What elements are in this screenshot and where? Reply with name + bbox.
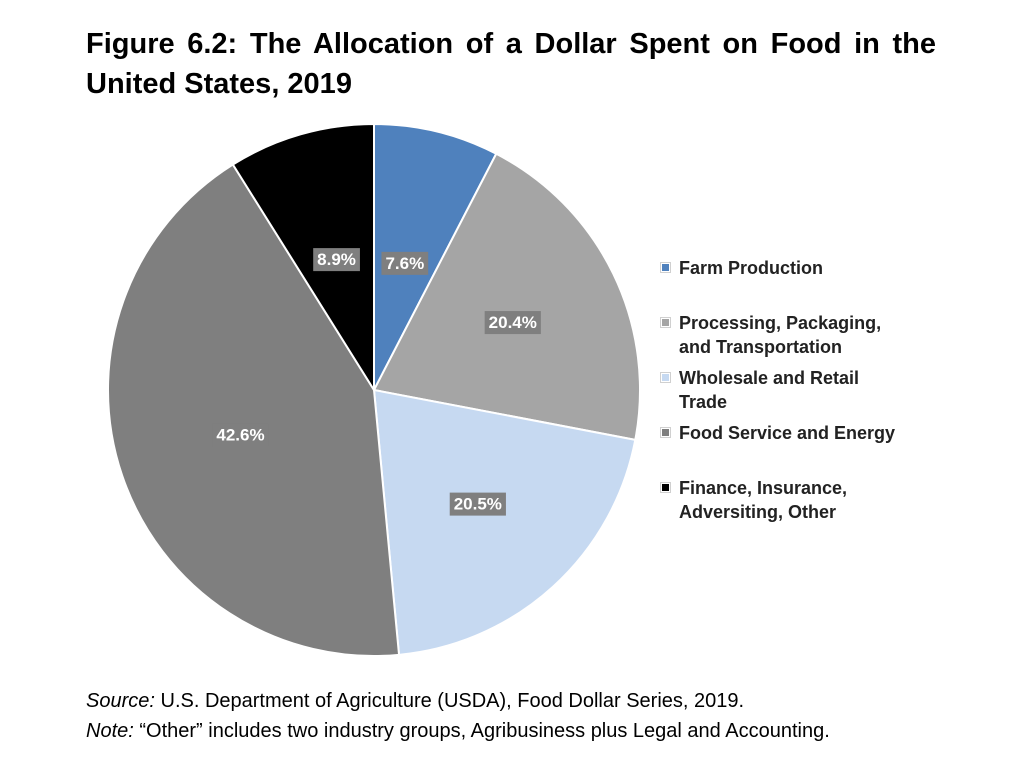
note-label: Note: bbox=[86, 720, 134, 742]
pie-slice-finance-other bbox=[231, 122, 375, 394]
pie-value-label-box bbox=[484, 311, 541, 335]
source-text: U.S. Department of Agriculture (USDA), F… bbox=[154, 690, 745, 712]
pie-value-label-box bbox=[449, 492, 506, 516]
pie-slice-wholesale-retail bbox=[372, 388, 637, 656]
legend-swatch-processing bbox=[660, 317, 671, 328]
legend-label-food-service: Food Service and Energy bbox=[679, 421, 959, 445]
legend-swatch-finance-other bbox=[660, 482, 671, 493]
pie-slice-farm-production bbox=[373, 122, 498, 391]
legend-swatch-wholesale-retail bbox=[660, 372, 671, 383]
pie-value-labels: 7.6% 20.4% 20.5% 42.6% 8.9% bbox=[212, 248, 541, 516]
pie-value-label: 42.6% bbox=[216, 426, 264, 445]
pie-value-label: 20.5% bbox=[454, 495, 502, 514]
figure-footer: Source: U.S. Department of Agriculture (… bbox=[86, 686, 986, 746]
legend-label-finance-other: Finance, Insurance, Adversiting, Other bbox=[679, 476, 959, 524]
pie-label-farm-production: 7.6% bbox=[381, 251, 429, 275]
legend-label-line: Finance, Insurance, bbox=[679, 478, 848, 498]
note-text: “Other” includes two industry groups, Ag… bbox=[133, 720, 830, 742]
legend-swatch-food-service bbox=[660, 427, 671, 438]
legend-label-processing: Processing, Packaging, and Transportatio… bbox=[679, 311, 959, 359]
source-label: Source: bbox=[86, 690, 155, 712]
legend-label-line: and Transportation bbox=[679, 337, 843, 357]
note-line: Note: “Other” includes two industry grou… bbox=[86, 716, 986, 746]
pie-slice-processing bbox=[372, 152, 641, 442]
pie-value-label-box bbox=[381, 251, 429, 275]
pie-value-label-box bbox=[212, 423, 269, 447]
legend-label-line: Adversiting, Other bbox=[679, 502, 837, 522]
pie-label-food-service: 42.6% bbox=[212, 423, 269, 447]
pie-label-processing: 20.4% bbox=[484, 311, 541, 335]
pie-slices bbox=[107, 122, 641, 657]
pie-value-label-box bbox=[313, 248, 360, 272]
pie-label-finance-other: 8.9% bbox=[313, 248, 360, 272]
legend-label-line: Food Service and Energy bbox=[679, 423, 896, 443]
legend-label-wholesale-retail: Wholesale and Retail Trade bbox=[679, 366, 959, 414]
pie-slice-food-service bbox=[107, 163, 401, 657]
legend-label-line: Farm Production bbox=[679, 258, 824, 278]
pie-value-label: 8.9% bbox=[317, 250, 356, 269]
legend-label-line: Trade bbox=[679, 392, 728, 412]
legend-label-line: Wholesale and Retail bbox=[679, 368, 860, 388]
pie-label-wholesale-retail: 20.5% bbox=[449, 492, 506, 516]
legend-swatch-farm-production bbox=[660, 262, 671, 273]
pie-value-label: 20.4% bbox=[489, 313, 537, 332]
source-line: Source: U.S. Department of Agriculture (… bbox=[86, 686, 986, 716]
legend-label-line: Processing, Packaging, bbox=[679, 313, 882, 333]
chart-title: Figure 6.2: The Allocation of a Dollar S… bbox=[86, 28, 936, 100]
legend-label-farm-production: Farm Production bbox=[679, 256, 959, 280]
pie-value-label: 7.6% bbox=[385, 254, 424, 273]
